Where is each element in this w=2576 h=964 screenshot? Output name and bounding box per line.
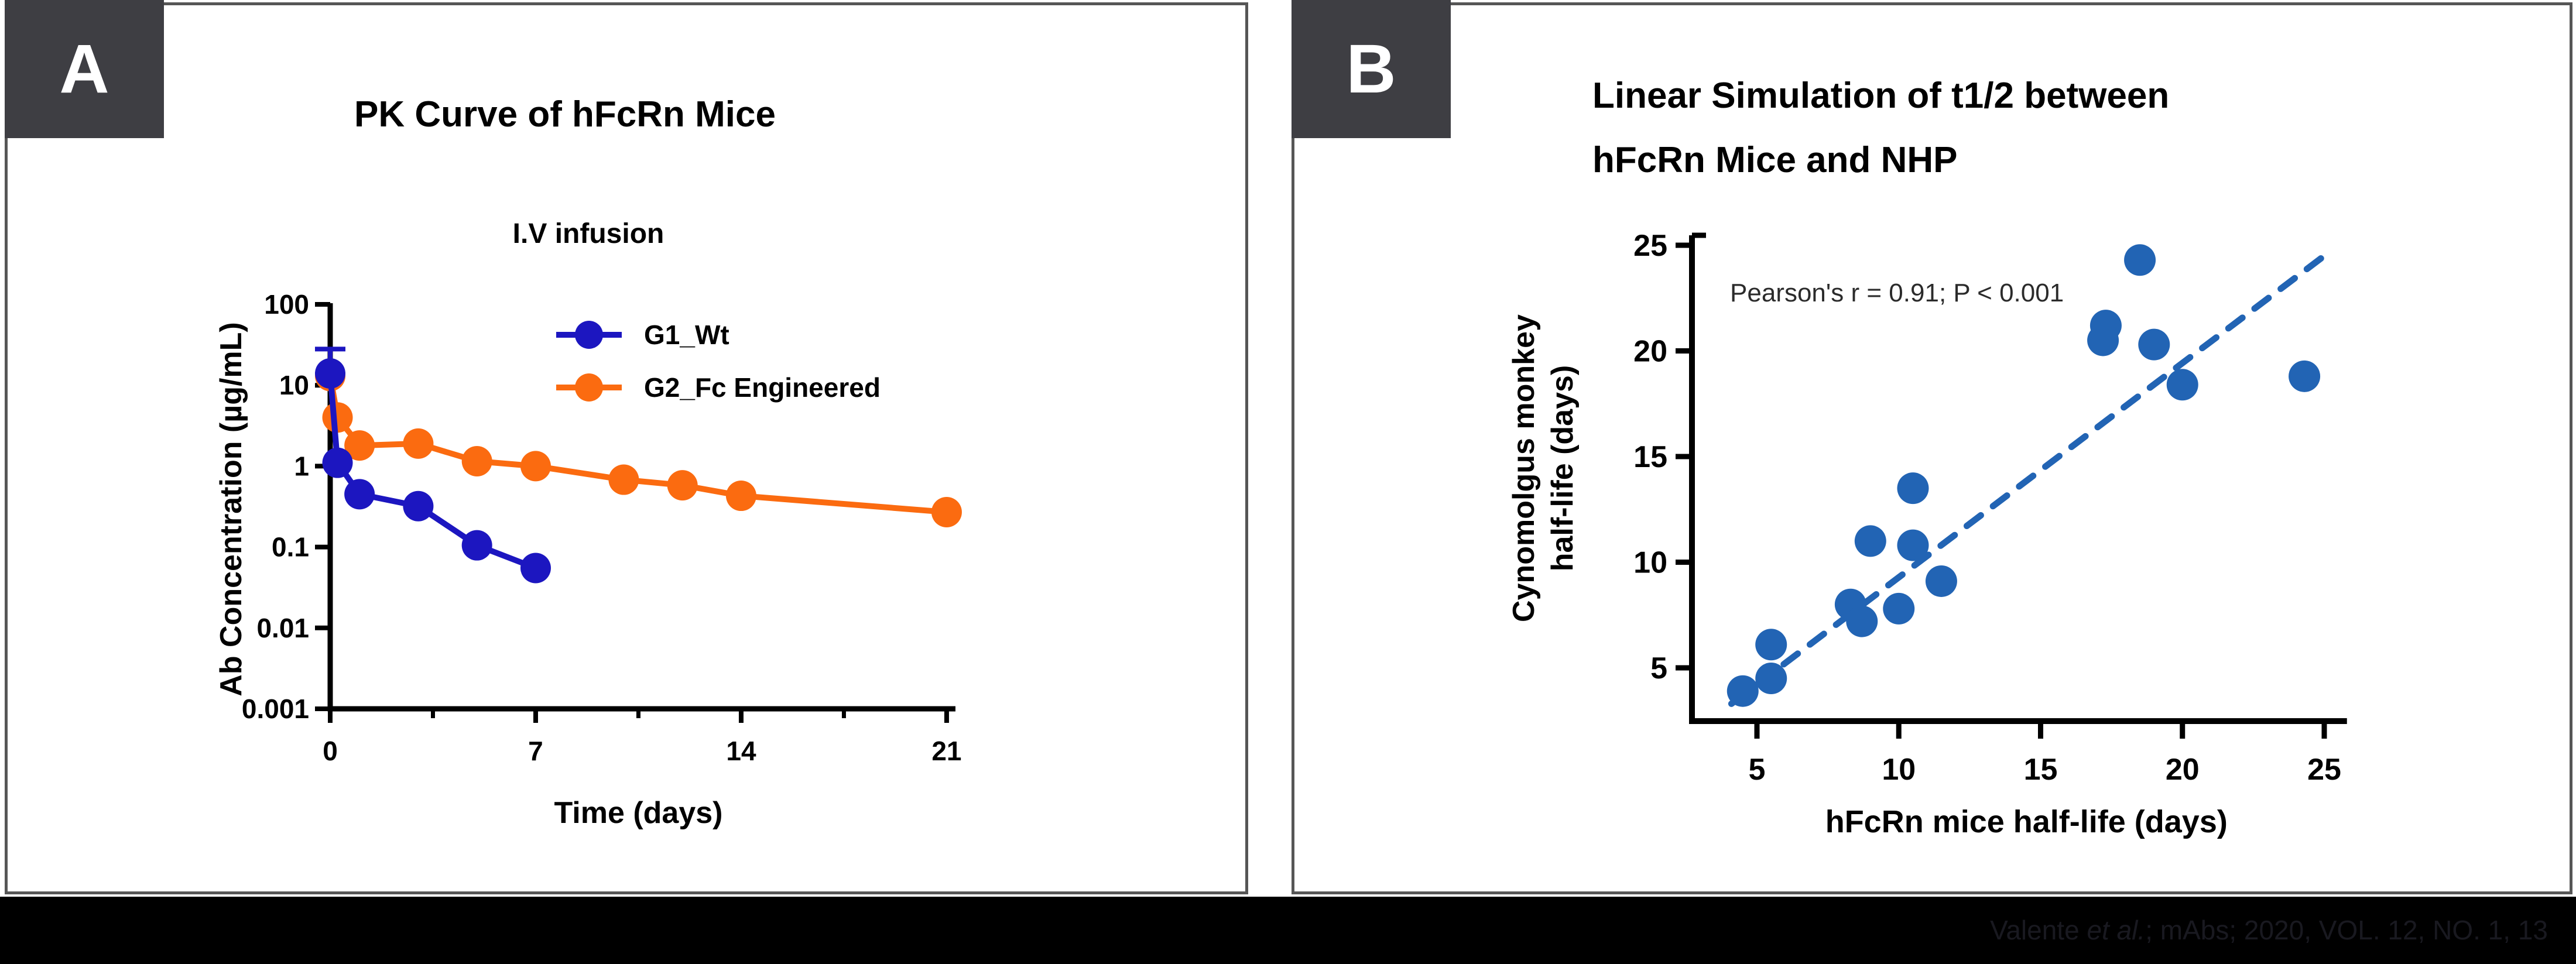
pk-chart-svg: 100 10 1 0.1 0.01 0.001 0 7 14 21 Time (days) Ab Co… [214, 289, 962, 830]
pk-y-tick-label: 0.1 [272, 532, 309, 562]
panel-a-badge-letter: A [59, 30, 109, 108]
pk-data-point [667, 470, 698, 501]
scatter-data-point [1897, 529, 1929, 561]
pk-data-point [403, 428, 434, 459]
scatter-data-point [2166, 369, 2198, 401]
citation-prefix: Valente [1990, 915, 2087, 945]
pk-x-axis-label: Time (days) [554, 796, 722, 830]
pk-data-point [608, 464, 639, 495]
pk-data-point [322, 402, 353, 433]
pk-series-G1_Wt [315, 347, 551, 584]
scatter-x-tick-label: 25 [2307, 753, 2341, 787]
citation-suffix: ; mAbs; 2020, VOL. 12, NO. 1, 13 [2145, 915, 2548, 945]
pk-y-tick-label: 100 [264, 289, 309, 320]
pk-data-point [520, 553, 551, 584]
pk-y-tick-label: 0.001 [242, 694, 309, 724]
pk-data-point [931, 496, 962, 527]
pk-legend-label: G2_Fc Engineered [644, 372, 881, 403]
pk-legend-label: G1_Wt [644, 320, 729, 350]
pk-y-tick-label: 10 [279, 370, 309, 400]
citation-authors-italic: et al. [2087, 915, 2146, 945]
scatter-data-point [1897, 472, 1929, 505]
trend-line [1728, 246, 2337, 707]
scatter-data-point [2138, 328, 2170, 361]
scatter-data-point [1755, 663, 1787, 695]
scatter-y-tick-label: 20 [1633, 335, 1667, 369]
scatter-x-axis-label: hFcRn mice half-life (days) [1825, 804, 2228, 839]
scatter-y-tick-label: 25 [1633, 229, 1667, 263]
panel-a-badge: A [5, 0, 164, 138]
pk-x-tick-label: 21 [931, 736, 961, 766]
scatter-data-point [1846, 605, 1878, 637]
pk-y-tick-label: 1 [294, 451, 309, 481]
scatter-data-point [1854, 525, 1886, 557]
pk-data-point [344, 479, 375, 510]
pk-x-tick-label: 14 [726, 736, 756, 766]
pk-legend: G1_Wt G2_Fc Engineered [556, 320, 881, 403]
pk-x-tick-label: 7 [528, 736, 543, 766]
scatter-data-point [1727, 675, 1759, 707]
scatter-x-tick-label: 20 [2166, 753, 2200, 787]
scatter-y-axis-label: Cynomolgus monkey [1507, 314, 1541, 622]
pk-data-point [344, 430, 375, 461]
pk-y-tick-label: 0.01 [256, 613, 309, 643]
pk-y-axis-label: Ab Concentration (µg/mL) [214, 322, 248, 696]
citation-text: Valente et al.; mAbs; 2020, VOL. 12, NO.… [1990, 897, 2548, 964]
scatter-chart-title-line1: Linear Simulation of t1/2 between [1592, 76, 2170, 116]
scatter-x-tick-label: 5 [1749, 753, 1766, 787]
pk-legend-marker [575, 321, 603, 349]
pk-data-point [322, 447, 353, 478]
scatter-y-tick-label: 15 [1633, 440, 1667, 474]
pk-chart-title: PK Curve of hFcRn Mice [354, 94, 776, 135]
scatter-chart-title-line2: hFcRn Mice and NHP [1592, 140, 1958, 180]
pk-data-point [315, 358, 345, 389]
scatter-y-axis-label: half-life (days) [1546, 365, 1580, 572]
scatter-chart-svg: 5 10 15 20 25 5 10 15 20 25 hFcRn mice half-life (… [1507, 229, 2347, 839]
scatter-y-tick-label: 10 [1633, 546, 1667, 580]
scatter-y-tick-label: 5 [1650, 651, 1667, 685]
pk-x-tick-label: 0 [323, 736, 338, 766]
scatter-x-tick-label: 10 [1882, 753, 1916, 787]
scatter-data-point [1883, 592, 1915, 625]
pk-data-point [461, 446, 492, 477]
panel-b-badge-letter: B [1346, 30, 1396, 108]
pearson-annotation: Pearson's r = 0.91; P < 0.001 [1730, 279, 2064, 307]
scatter-data-point [2089, 310, 2122, 342]
bottom-citation-bar: Valente et al.; mAbs; 2020, VOL. 12, NO.… [0, 897, 2576, 964]
pk-data-point [461, 530, 492, 561]
pk-data-point [520, 451, 551, 482]
scatter-data-point [1925, 565, 1957, 597]
pk-data-point [725, 481, 756, 512]
pk-chart-subtitle: I.V infusion [512, 218, 664, 249]
pk-legend-marker [575, 373, 603, 402]
scatter-plot: 5 10 15 20 25 5 10 15 20 25 hFcRn mice half-life (… [1507, 229, 2347, 839]
scatter-x-tick-label: 15 [2024, 753, 2058, 787]
panel-b-badge: B [1292, 0, 1451, 138]
scatter-data-point [2124, 244, 2156, 276]
scatter-data-point [2289, 360, 2321, 392]
pk-plot: 100 10 1 0.1 0.01 0.001 0 7 14 21 Time (days) Ab Co… [214, 289, 962, 830]
pk-data-point [403, 490, 434, 522]
panel-b [1292, 2, 2572, 894]
scatter-data-point [1755, 629, 1787, 661]
panel-a [5, 2, 1248, 894]
